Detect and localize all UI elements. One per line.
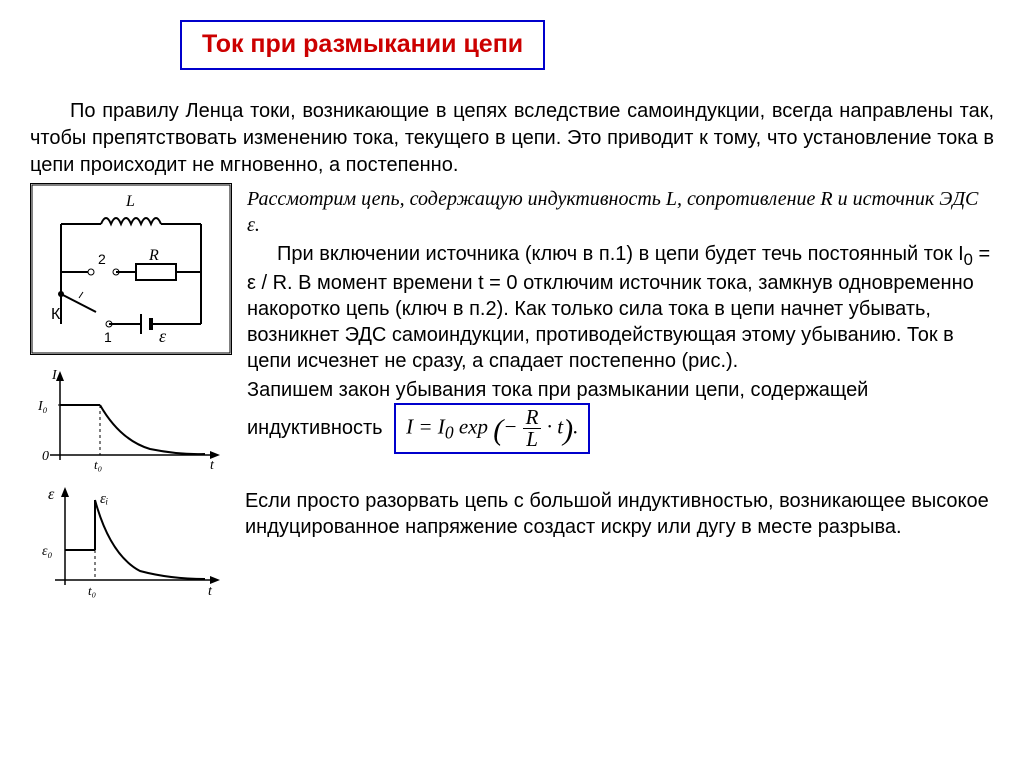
inductor-label: L (125, 193, 135, 210)
chart2-xlabel: t (208, 584, 213, 599)
resistor-label: R (148, 247, 159, 264)
chart2-column: ε εᵢ ε₀ t₀ t (30, 485, 230, 613)
chart2-t0: t₀ (88, 583, 96, 598)
chart2-eps0: ε₀ (42, 544, 53, 559)
p4: Если просто разорвать цепь с большой инд… (245, 488, 994, 540)
circuit-diagram: L 2 R К 1 ε (30, 183, 232, 355)
chart1-xlabel: t (210, 458, 215, 473)
switch-label: К (51, 306, 61, 323)
bottom-row: ε εᵢ ε₀ t₀ t Если просто разорвать цепь … (30, 485, 994, 613)
p2: При включении источника (ключ в п.1) в ц… (247, 241, 994, 375)
current-chart: I I₀ t₀ 0 t (30, 365, 230, 475)
p3: Запишем закон убывания тока при размыкан… (247, 377, 994, 454)
chart2-epsi: εᵢ (100, 491, 108, 507)
chart1-i0: I₀ (37, 399, 48, 414)
p1: Рассмотрим цепь, содержащую индуктивност… (247, 186, 994, 238)
formula-box: I = I0 exp (− R L · t). (394, 403, 590, 454)
chart1-zero: 0 (42, 449, 49, 464)
title-box: Ток при размыкании цепи (180, 20, 545, 70)
bottom-text: Если просто разорвать цепь с большой инд… (245, 485, 994, 543)
node-2-label: 2 (98, 251, 106, 267)
chart2-eps: ε (48, 486, 55, 503)
chart1-t0: t₀ (94, 457, 102, 472)
emf-chart: ε εᵢ ε₀ t₀ t (30, 485, 230, 605)
emf-label: ε (159, 326, 167, 346)
left-column: L 2 R К 1 ε (30, 183, 232, 475)
node-1-label: 1 (104, 329, 112, 345)
content-row: L 2 R К 1 ε (30, 183, 994, 475)
right-column: Рассмотрим цепь, содержащую индуктивност… (247, 183, 994, 475)
page-title: Ток при размыкании цепи (202, 30, 523, 58)
intro-paragraph: По правилу Ленца токи, возникающие в цеп… (30, 98, 994, 179)
